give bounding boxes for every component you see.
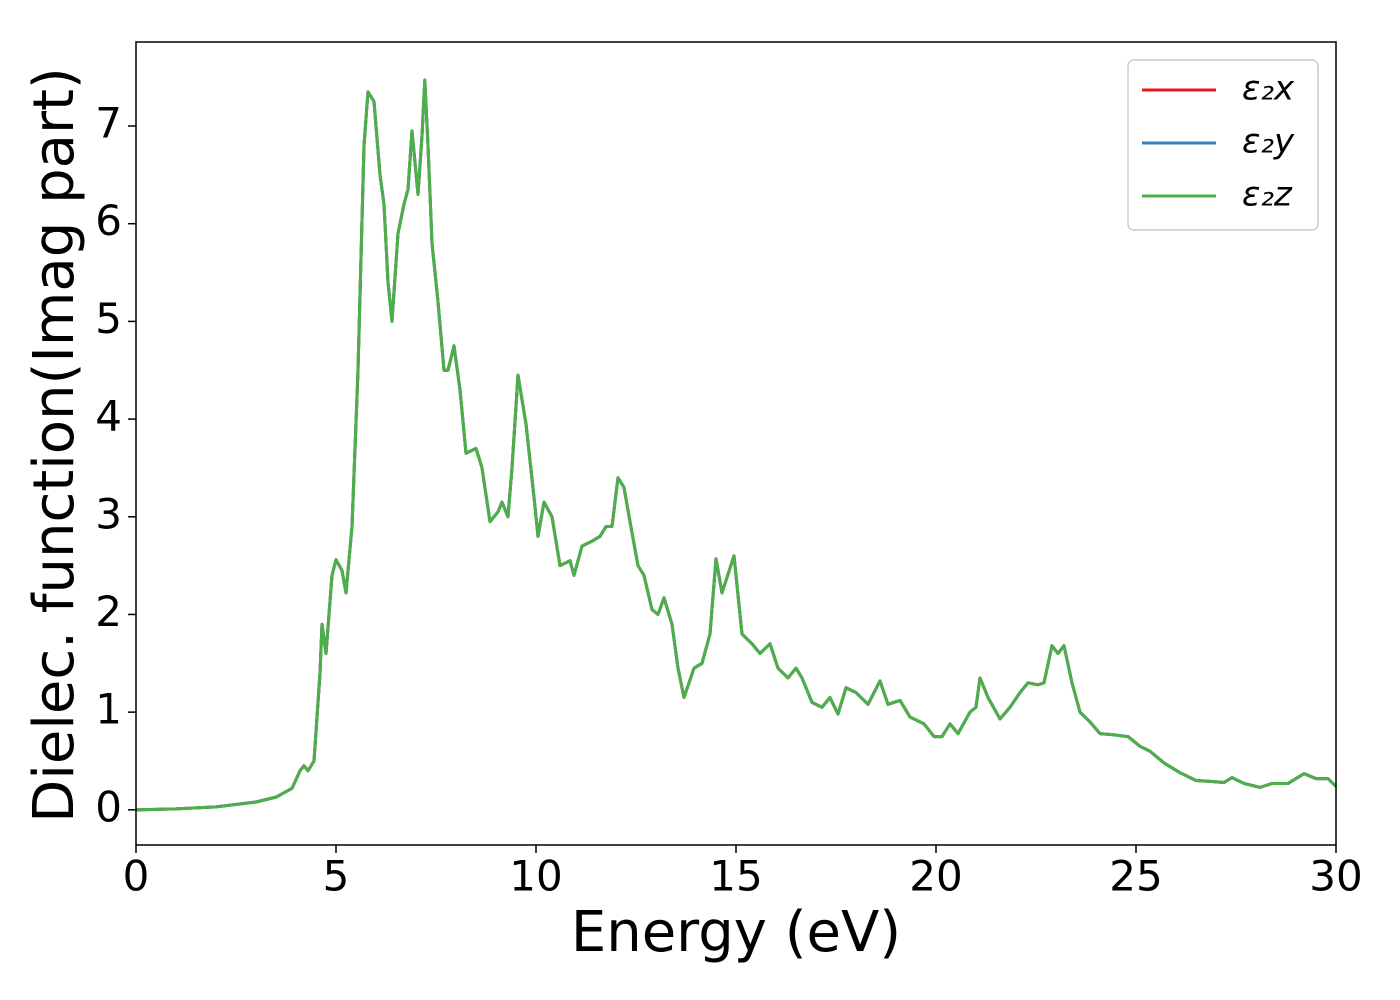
- x-tick-label: 25: [1109, 852, 1162, 901]
- y-tick-label: 1: [95, 685, 122, 734]
- legend-label: ε₂x: [1242, 69, 1295, 109]
- x-tick-label: 15: [709, 852, 762, 901]
- y-tick-label: 5: [95, 294, 122, 343]
- y-tick-label: 4: [95, 392, 122, 441]
- y-tick-label: 3: [95, 489, 122, 538]
- x-tick-label: 20: [909, 852, 962, 901]
- series-line: [135, 78, 1338, 812]
- x-tick-label: 0: [123, 852, 150, 901]
- x-axis-label: Energy (eV): [571, 900, 901, 965]
- x-tick-label: 10: [509, 852, 562, 901]
- plot-frame: [135, 41, 1337, 846]
- x-tick-label: 5: [323, 852, 350, 901]
- legend-label: ε₂y: [1242, 122, 1295, 162]
- x-tick-label: 30: [1309, 852, 1362, 901]
- y-tick-label: 0: [95, 782, 122, 831]
- legend-label: ε₂z: [1242, 175, 1293, 215]
- y-tick-label: 7: [95, 99, 122, 148]
- legend-box: [1127, 59, 1319, 231]
- y-axis-label: Dielec. function(Imag part): [22, 67, 87, 823]
- y-tick-label: 6: [95, 196, 122, 245]
- y-tick-label: 2: [95, 587, 122, 636]
